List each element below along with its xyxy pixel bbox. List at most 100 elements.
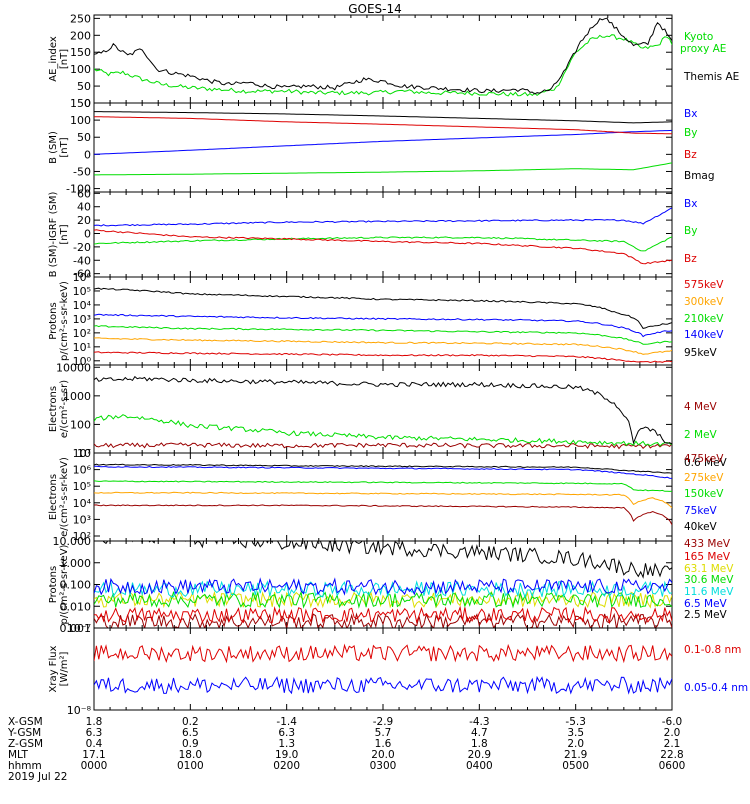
- ephemeris-value: 0600: [659, 760, 686, 772]
- ephemeris-value: 2.1: [664, 738, 681, 750]
- ephemeris-value: 0100: [177, 760, 204, 772]
- legend-entry: 30.6 MeV: [684, 574, 734, 586]
- ephemeris-value: 22.8: [660, 749, 683, 761]
- ephemeris-value: 17.1: [82, 749, 105, 761]
- y-tick-label: 10⁻⁷: [67, 622, 91, 635]
- legend-entry: 210keV: [684, 313, 724, 325]
- y-tick-label: -20: [73, 241, 91, 254]
- series-line-2-5-mev: [102, 541, 672, 579]
- ephemeris-value: -4.3: [469, 716, 490, 728]
- ephemeris-value: 0500: [562, 760, 589, 772]
- y-axis-label: p/(cm²-s-sr-keV): [59, 281, 70, 361]
- y-tick-label: 10⁶: [73, 271, 92, 284]
- y-axis-label: Electrons: [48, 386, 59, 432]
- y-tick-label: 10¹: [73, 341, 91, 354]
- panel-frame: [93, 276, 673, 366]
- y-tick-label: 10⁰: [73, 355, 92, 368]
- y-tick-label: 10⁶: [73, 464, 92, 477]
- y-tick-label: 10³: [73, 313, 91, 326]
- y-tick-label: 0: [84, 148, 91, 161]
- y-tick-label: 50: [77, 80, 91, 93]
- y-tick-label: 10.000: [53, 535, 92, 548]
- y-tick-label: 10⁴: [73, 497, 92, 510]
- series-line-by: [94, 162, 672, 176]
- series-line-0-05-0-4-nm: [94, 675, 672, 695]
- ephemeris-value: 1.3: [278, 738, 295, 750]
- panel-prot_high: 0.001 0.010 0.100 1.000 10.000 Protons p/(cm²-…: [48, 535, 734, 635]
- legend-entry: 275keV: [684, 472, 724, 484]
- series-line-kyoto-proxy-ae: [94, 34, 672, 97]
- y-axis-label: e/(cm²-s-sr-keV): [59, 457, 70, 537]
- y-tick-label: 10²: [73, 327, 91, 340]
- series-line-165-mev: [94, 605, 672, 625]
- ephemeris-value: 20.9: [468, 749, 491, 761]
- y-tick-label: 10⁷: [73, 447, 91, 460]
- y-tick-label: 100: [70, 63, 91, 76]
- series-line-0-1-0-8-nm: [94, 643, 672, 664]
- y-tick-label: 100: [70, 418, 91, 431]
- y-tick-label: 0.001: [60, 622, 92, 635]
- legend-entry: By: [684, 225, 697, 237]
- y-tick-label: 200: [70, 29, 91, 42]
- ephemeris-value: -5.3: [565, 716, 586, 728]
- legend-entry: 0.05-0.4 nm: [684, 682, 748, 694]
- y-axis-label: p/(cm²-s-sr-keV): [59, 544, 70, 624]
- legend-entry: 2 MeV: [684, 429, 718, 441]
- panel-frame: [93, 627, 673, 711]
- series-line-95kev: [94, 287, 672, 329]
- series-line-bz: [94, 116, 672, 135]
- y-tick-label: 20: [77, 214, 91, 227]
- panel-frame: [93, 14, 673, 104]
- y-tick-label: 0.010: [60, 600, 92, 613]
- series-line-by: [94, 236, 672, 252]
- panel-xray: 10⁻⁸ 10⁻⁷ Xray Flux [W/m²] 0.1-0.8 nm 0.05-0.…: [48, 622, 748, 717]
- y-axis-label: AE_index: [48, 36, 59, 82]
- ephemeris-row-label: X-GSM: [8, 716, 43, 728]
- ephemeris-value: -1.4: [276, 716, 297, 728]
- ephemeris-value: 6.5: [182, 727, 199, 739]
- y-tick-label: 10³: [73, 513, 91, 526]
- series-line-2-mev: [94, 414, 672, 447]
- legend-entry: Bx: [684, 108, 697, 120]
- legend-entry: 165 MeV: [684, 551, 731, 563]
- y-tick-label: 0: [84, 97, 91, 110]
- ephemeris-value: 0400: [466, 760, 493, 772]
- y-tick-label: -40: [73, 254, 91, 267]
- ephemeris-value: 0000: [81, 760, 108, 772]
- y-tick-label: 10: [77, 447, 91, 460]
- legend-entry: 6.5 MeV: [684, 598, 728, 610]
- ephemeris-value: 2.0: [664, 727, 681, 739]
- series-line-4-mev: [94, 442, 672, 450]
- legend-entry: 4 MeV: [684, 401, 718, 413]
- series-line-475kev: [94, 504, 672, 526]
- plot-date: 2019 Jul 22: [8, 771, 67, 783]
- series-line-210kev: [94, 325, 672, 345]
- ephemeris-value: 4.7: [471, 727, 488, 739]
- legend-entry: Themis AE: [683, 71, 739, 83]
- legend-entry: Bz: [684, 149, 697, 161]
- y-tick-label: 10⁻⁸: [67, 704, 92, 717]
- series-line-275kev: [94, 491, 672, 509]
- y-axis-label: [W/m²]: [59, 651, 70, 686]
- legend-entry: 300keV: [684, 296, 724, 308]
- y-tick-label: -60: [73, 268, 91, 281]
- ephemeris-value: 1.8: [471, 738, 488, 750]
- y-tick-label: 150: [70, 46, 91, 59]
- y-tick-label: 10000: [56, 361, 91, 374]
- legend-entry: Kyoto: [684, 31, 713, 43]
- ephemeris-value: 1.8: [86, 716, 103, 728]
- legend-entry: 140keV: [684, 329, 724, 341]
- panel-frame: [93, 191, 673, 278]
- ephemeris-value: 18.0: [179, 749, 202, 761]
- ephemeris-value: 6.3: [86, 727, 103, 739]
- y-axis-label: Xray Flux: [48, 645, 59, 692]
- y-axis-label: Protons: [48, 566, 59, 603]
- ephemeris-value: 6.3: [278, 727, 295, 739]
- y-axis-label: [nT]: [59, 49, 70, 69]
- series-line-0-6-mev: [94, 375, 672, 445]
- panel-elec_low: 10² 10³ 10⁴ 10⁵ 10⁶ 10⁷ Electrons e/(cm²-s-sr-k…: [48, 447, 724, 543]
- series-line-40kev: [94, 463, 672, 474]
- ephemeris-value: 2.0: [567, 738, 584, 750]
- ephemeris-value: -2.9: [373, 716, 394, 728]
